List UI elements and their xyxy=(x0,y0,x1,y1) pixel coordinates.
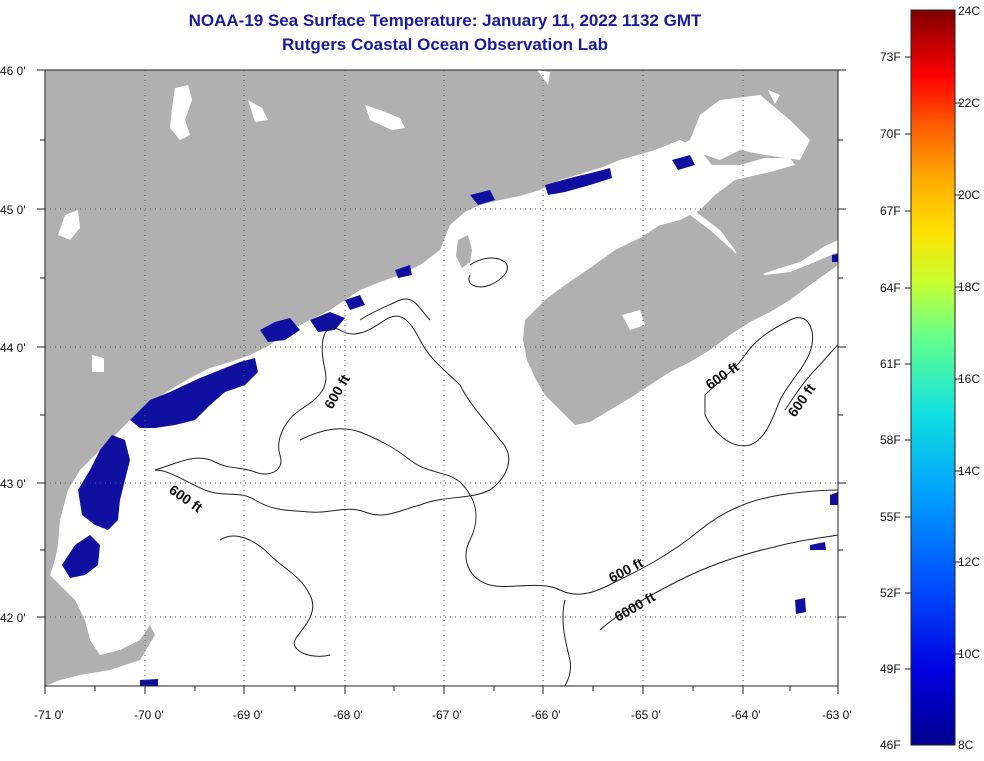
lon-label: -64 0' xyxy=(731,708,761,722)
colorbar-f-label: 55F xyxy=(880,510,901,524)
map-frame xyxy=(44,69,839,687)
axis-ticks xyxy=(37,69,846,694)
lon-label: -67 0' xyxy=(432,708,462,722)
colorbar-c-label: 14C xyxy=(958,464,981,478)
colorbar-c-label: 16C xyxy=(958,372,981,386)
depth-contours xyxy=(154,257,839,687)
colorbar-c-label: 10C xyxy=(958,647,981,661)
colorbar-f-label: 61F xyxy=(880,357,901,371)
lon-label: -66 0' xyxy=(531,708,561,722)
colorbar-f-label: 46F xyxy=(880,738,901,752)
lat-label: 42 0' xyxy=(0,611,26,625)
colorbar-c-label: 20C xyxy=(958,188,981,202)
land-grand-manan xyxy=(456,235,472,268)
colorbar-c-label: 24C xyxy=(958,4,981,18)
land-mainland xyxy=(45,70,838,686)
colorbar-f-label: 52F xyxy=(880,586,901,600)
colorbar-c-label: 22C xyxy=(958,96,981,110)
colorbar-ticks xyxy=(905,56,961,670)
map-subtitle: Rutgers Coastal Ocean Observation Lab xyxy=(282,35,608,54)
lat-label: 43 0' xyxy=(0,477,26,491)
lat-label: 45 0' xyxy=(0,203,26,217)
lon-label: -71 0' xyxy=(34,708,64,722)
lon-label: -65 0' xyxy=(631,708,661,722)
land-nova-scotia xyxy=(523,215,838,425)
cold-water-patches xyxy=(62,155,838,686)
lat-label: 44 0' xyxy=(0,341,26,355)
colorbar-f-label: 58F xyxy=(880,433,901,447)
lon-label: -63 0' xyxy=(822,708,852,722)
colorbar-c-label: 18C xyxy=(958,280,981,294)
colorbar-c-label: 8C xyxy=(958,738,974,752)
graticule xyxy=(45,70,838,686)
lon-label: -69 0' xyxy=(233,708,263,722)
colorbar-c-label: 12C xyxy=(958,555,981,569)
lat-label: 46 0' xyxy=(0,64,26,78)
colorbar-f-label: 73F xyxy=(880,50,901,64)
colorbar-f-label: 49F xyxy=(880,662,901,676)
colorbar-f-label: 64F xyxy=(880,281,901,295)
colorbar-f-label: 67F xyxy=(880,204,901,218)
colorbar xyxy=(910,9,956,746)
map-title: NOAA-19 Sea Surface Temperature: January… xyxy=(188,11,702,30)
lon-label: -68 0' xyxy=(333,708,363,722)
lon-label: -70 0' xyxy=(134,708,164,722)
colorbar-f-label: 70F xyxy=(880,127,901,141)
